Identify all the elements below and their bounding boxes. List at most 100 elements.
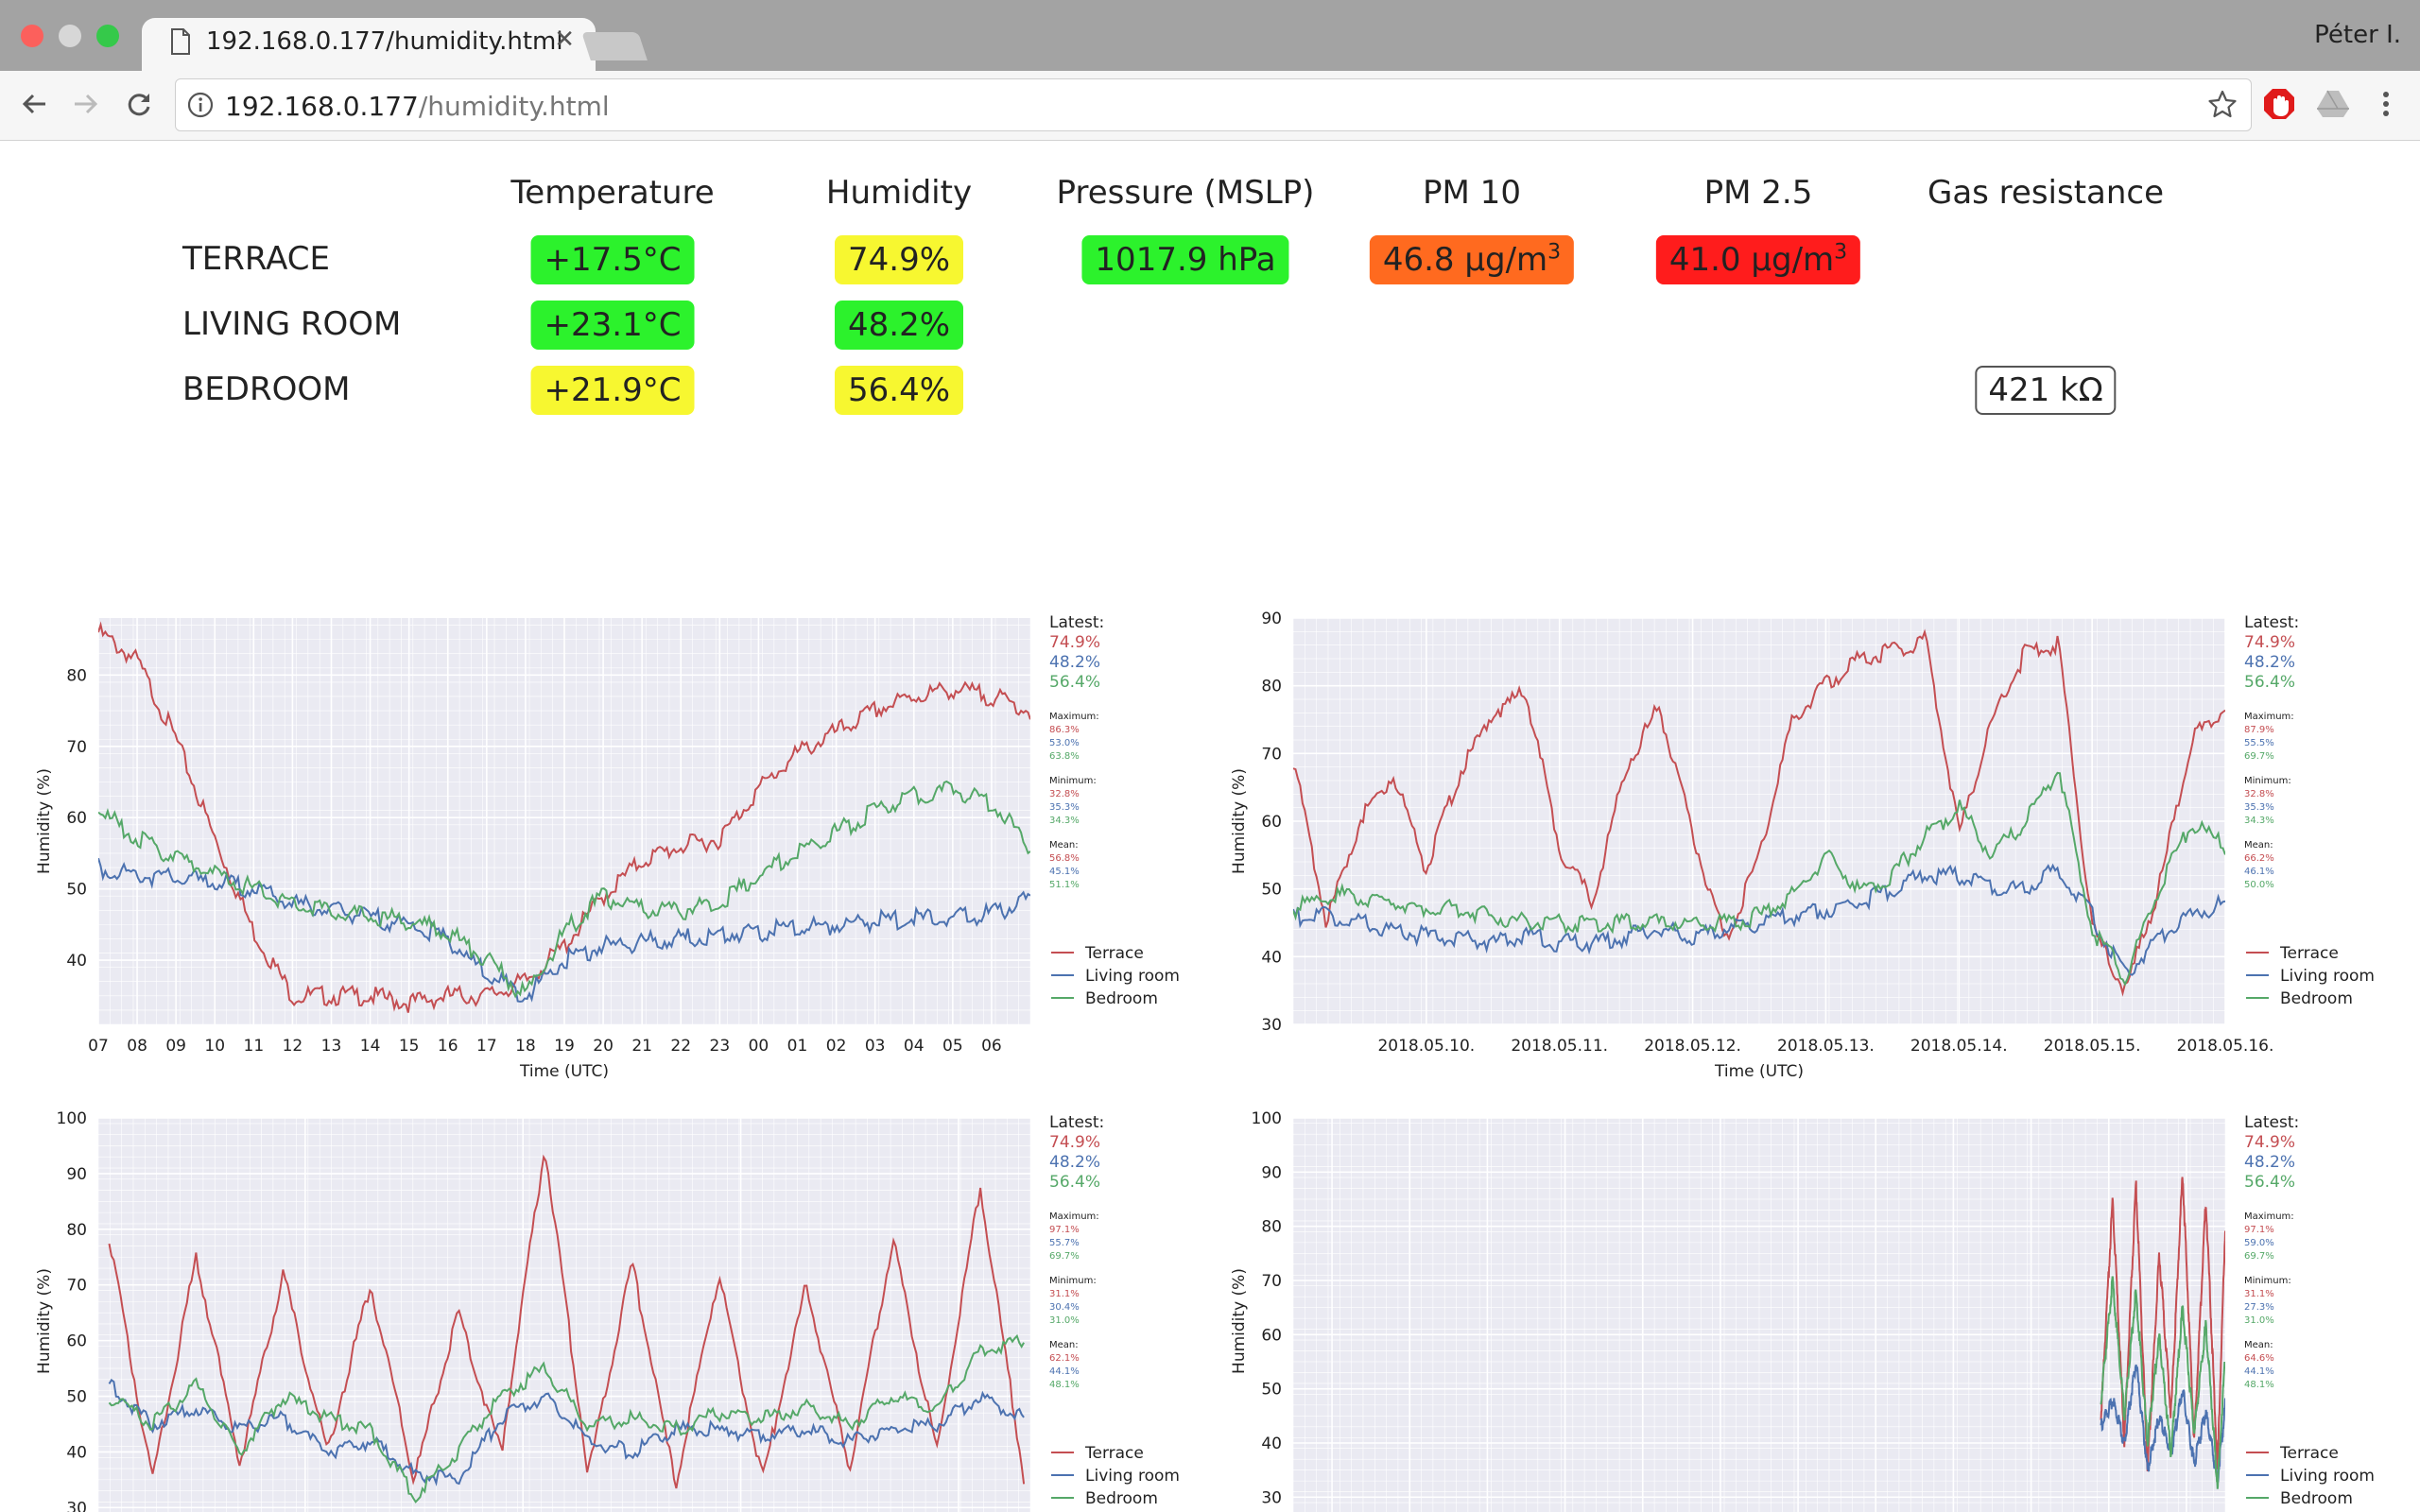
grid: [1292, 617, 2226, 1025]
stat-value: 32.8%: [1049, 789, 1080, 799]
y-tick-label: 70: [66, 1277, 87, 1296]
grid: [1292, 1117, 2226, 1512]
stat-label: Maximum:: [1049, 1211, 1099, 1222]
browser-tab[interactable]: 192.168.0.177/humidity.html ✕: [142, 18, 596, 71]
url-text[interactable]: 192.168.0.177/humidity.html: [225, 91, 610, 122]
y-tick-label: 50: [1261, 881, 1282, 900]
stat-label: Mean:: [1049, 1340, 1079, 1350]
stat-label: Mean:: [2244, 840, 2273, 850]
menu-dots-icon[interactable]: [2366, 84, 2406, 124]
x-tick-label: 22: [670, 1037, 691, 1056]
x-axis-label: Time (UTC): [1714, 1062, 1804, 1081]
living-room-humidity: 48.2%: [834, 301, 964, 350]
stat-label: Minimum:: [1049, 776, 1097, 786]
star-icon[interactable]: [2207, 89, 2238, 123]
drive-icon[interactable]: [2313, 84, 2353, 124]
legend-label: Terrace: [1084, 944, 1144, 963]
latest-value: 74.9%: [2244, 1133, 2295, 1152]
latest-value: 48.2%: [1049, 1153, 1100, 1172]
stat-value: 50.0%: [2244, 880, 2274, 890]
x-tick-label: 2018.05.14.: [1910, 1037, 2008, 1056]
x-tick-label: 09: [165, 1037, 186, 1056]
forward-arrow-icon[interactable]: [66, 84, 106, 124]
x-tick-label: 14: [360, 1037, 381, 1056]
minimize-window-button[interactable]: [59, 25, 81, 47]
stat-value: 48.1%: [2244, 1380, 2274, 1390]
grid: [97, 618, 1031, 1025]
latest-value: 48.2%: [1049, 653, 1100, 672]
reload-icon[interactable]: [119, 84, 159, 124]
latest-value: 74.9%: [1049, 1133, 1100, 1152]
stat-value: 69.7%: [2244, 751, 2274, 762]
x-tick-label: 08: [127, 1037, 147, 1056]
terrace-humidity: 74.9%: [834, 235, 964, 284]
back-arrow-icon[interactable]: [14, 84, 54, 124]
stat-value: 62.1%: [1049, 1353, 1080, 1364]
x-tick-label: 15: [399, 1037, 420, 1056]
address-bar[interactable]: 192.168.0.177/humidity.html: [175, 78, 2252, 131]
profile-name[interactable]: Péter I.: [2314, 21, 2401, 49]
x-tick-label: 00: [749, 1037, 769, 1056]
series-line-terrace: [1293, 628, 2225, 997]
stat-value: 56.8%: [1049, 853, 1080, 864]
series-line-bedroom: [2100, 1276, 2225, 1489]
legend-label: Living room: [2280, 1467, 2375, 1486]
y-tick-label: 50: [1261, 1381, 1282, 1400]
zoom-window-button[interactable]: [96, 25, 119, 47]
x-tick-label: 11: [244, 1037, 265, 1056]
latest-label: Latest:: [2244, 613, 2299, 632]
legend-label: Bedroom: [1085, 1489, 1158, 1508]
close-icon[interactable]: ✕: [554, 26, 575, 54]
x-tick-label: 23: [710, 1037, 731, 1056]
x-tick-label: 06: [981, 1037, 1002, 1056]
y-axis-label: Humidity (%): [1230, 768, 1249, 874]
page-icon: [170, 28, 191, 59]
stat-value: 55.5%: [2244, 738, 2274, 748]
legend-label: Living room: [1085, 967, 1180, 986]
y-tick-label: 60: [66, 1332, 87, 1351]
header-gas-resistance: Gas resistance: [1927, 174, 2165, 212]
latest-value: 74.9%: [1049, 633, 1100, 652]
latest-value: 56.4%: [1049, 1173, 1100, 1192]
new-tab-button[interactable]: [581, 32, 648, 60]
latest-value: 56.4%: [2244, 1173, 2295, 1192]
x-tick-label: 16: [438, 1037, 458, 1056]
y-tick-label: 80: [66, 1221, 87, 1240]
y-tick-label: 30: [1261, 1016, 1282, 1035]
stop-extension-icon[interactable]: [2259, 84, 2299, 124]
info-icon[interactable]: [187, 92, 214, 122]
header-humidity: Humidity: [825, 174, 973, 212]
stat-label: Minimum:: [1049, 1276, 1097, 1286]
stat-value: 53.0%: [1049, 738, 1080, 748]
chart-humidity-year: 30405060708090100JunJulAugSepOctNovDecJa…: [1230, 1109, 2375, 1512]
header-pm10: PM 10: [1423, 174, 1521, 212]
latest-label: Latest:: [1049, 613, 1104, 632]
y-tick-label: 80: [66, 666, 87, 685]
header-pressure: Pressure (MSLP): [1056, 174, 1315, 212]
header-pm25: PM 2.5: [1703, 174, 1813, 212]
close-window-button[interactable]: [21, 25, 43, 47]
x-tick-label: 07: [88, 1037, 109, 1056]
y-axis-label: Humidity (%): [35, 1268, 54, 1374]
x-tick-label: 2018.05.13.: [1777, 1037, 1875, 1056]
y-tick-label: 40: [1261, 1435, 1282, 1453]
stat-value: 31.0%: [1049, 1315, 1080, 1326]
latest-value: 48.2%: [2244, 653, 2295, 672]
chart-humidity-week: 30 40 50 60 70 80 90 2018.05.10. 2018.05.11. 2018…: [1230, 610, 2375, 1081]
y-tick-label: 40: [66, 1443, 87, 1462]
y-tick-label: 50: [66, 881, 87, 900]
series-line-bedroom: [1293, 771, 2225, 987]
series-line-bedroom: [108, 1333, 1025, 1503]
pm25-value: 41.0 µg/m: [1668, 241, 1835, 279]
terrace-pm10: 46.8 µg/m3: [1369, 235, 1575, 284]
x-tick-label: 2018.05.15.: [2044, 1037, 2141, 1056]
legend-label: Living room: [1085, 1467, 1180, 1486]
stat-label: Mean:: [2244, 1340, 2273, 1350]
browser-toolbar: 192.168.0.177/humidity.html: [0, 71, 2420, 141]
latest-value: 56.4%: [2244, 673, 2295, 692]
stat-value: 66.2%: [2244, 853, 2274, 864]
pm10-value: 46.8 µg/m: [1382, 241, 1548, 279]
latest-value: 74.9%: [2244, 633, 2295, 652]
stat-value: 34.3%: [2244, 816, 2274, 826]
stat-value: 44.1%: [2244, 1366, 2274, 1377]
